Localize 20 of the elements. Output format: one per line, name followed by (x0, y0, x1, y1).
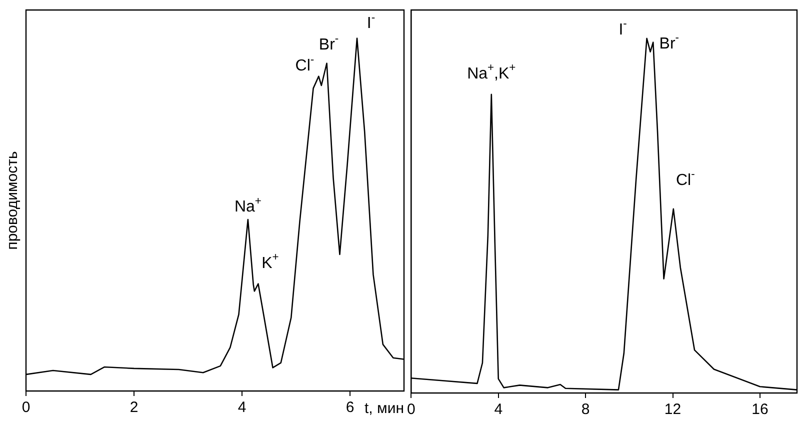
x-tick-label: 12 (664, 401, 682, 418)
annotation: Br- (659, 32, 680, 52)
x-tick-label: 4 (238, 399, 246, 416)
x-tick-label: 16 (752, 401, 768, 418)
annotation: Br- (318, 33, 339, 54)
x-tick-label: 0 (407, 401, 416, 418)
x-tick-label: 0 (22, 399, 30, 416)
annotation: Na+ (234, 195, 262, 216)
annotation: Na+,K+ (467, 62, 516, 82)
x-tick-label: 6 (346, 399, 354, 416)
annotation: I- (366, 12, 376, 32)
annotation: Cl- (295, 54, 314, 74)
annotation: I- (618, 18, 628, 38)
annotation: K+ (262, 252, 279, 272)
x-tick-label: 4 (494, 401, 503, 418)
x-axis-title: t, мин (364, 400, 404, 418)
x-tick-label: 8 (581, 401, 590, 418)
y-axis-title: проводимость (4, 151, 22, 250)
x-tick-label: 2 (130, 399, 138, 416)
annotation: Cl- (676, 168, 696, 189)
